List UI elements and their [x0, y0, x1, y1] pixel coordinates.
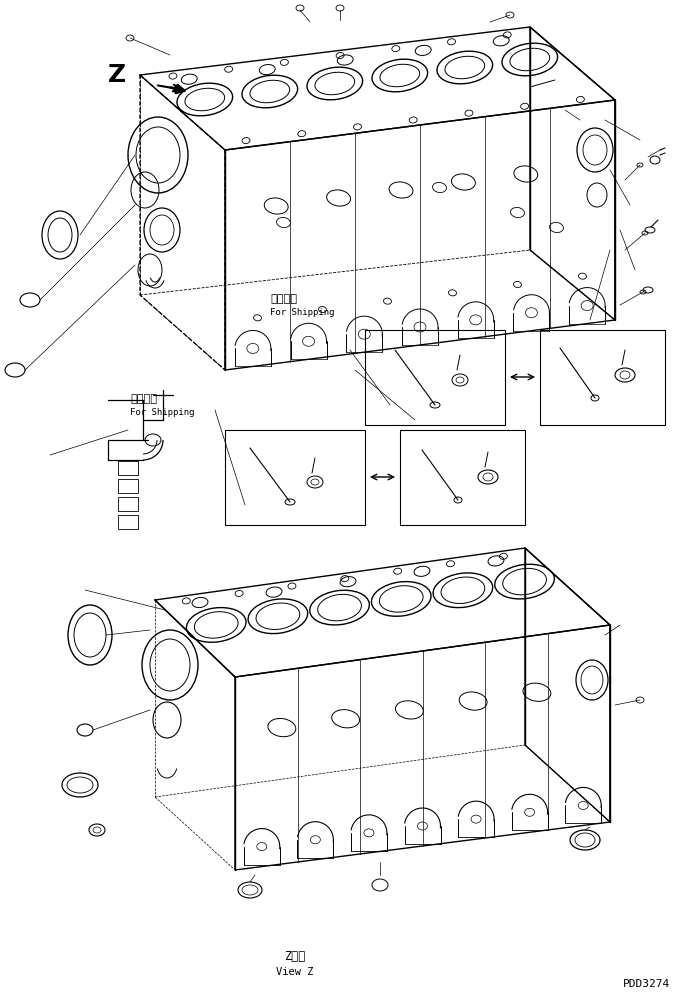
Bar	[118, 461, 138, 475]
Bar	[225, 430, 365, 525]
Text: 運搬部品: 運搬部品	[130, 394, 157, 404]
Text: View Z: View Z	[276, 967, 313, 977]
Bar	[540, 330, 665, 425]
Bar	[118, 479, 138, 493]
Text: Z: Z	[108, 63, 126, 87]
Bar	[118, 515, 138, 529]
Text: 運搬部品: 運搬部品	[270, 294, 297, 304]
Text: PDD3274: PDD3274	[623, 979, 670, 989]
Bar	[118, 497, 138, 511]
Bar	[365, 330, 505, 425]
Bar	[400, 430, 525, 525]
Text: Z　視: Z 視	[284, 950, 306, 963]
Text: For Shipping: For Shipping	[130, 408, 194, 417]
Text: For Shipping: For Shipping	[270, 308, 334, 317]
